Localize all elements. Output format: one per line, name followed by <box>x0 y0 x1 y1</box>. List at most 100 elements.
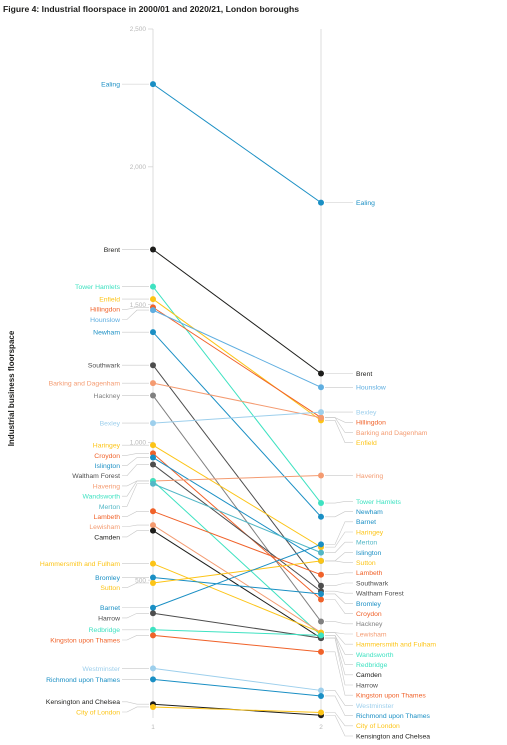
leader-line-right <box>325 690 353 706</box>
series-line <box>152 678 322 697</box>
series-label-right: Sutton <box>356 560 376 567</box>
series-point-end <box>318 199 324 206</box>
leader-line-right <box>325 572 353 575</box>
series-label-right: Havering <box>356 473 383 480</box>
series-point-start <box>150 508 156 515</box>
leader-line-right <box>325 695 353 716</box>
series-label-left: Richmond upon Thames <box>46 677 121 684</box>
series-label-left: Haringey <box>93 443 121 450</box>
y-tick-label: 1,000 <box>130 440 147 447</box>
leader-line-left <box>122 457 149 466</box>
series-line <box>152 634 322 653</box>
series-point-start <box>150 560 156 567</box>
series-line <box>152 286 322 504</box>
series-point-start <box>150 610 156 617</box>
leader-line-right <box>325 541 353 553</box>
leader-line-right <box>325 420 353 443</box>
x-tick-label: 2 <box>319 724 323 731</box>
series-label-right: Brent <box>356 371 372 378</box>
series-line <box>152 474 322 482</box>
series-label-left: Camden <box>94 534 120 541</box>
leader-line-left <box>122 582 149 588</box>
series-point-start <box>150 626 156 633</box>
series-label-left: Islington <box>95 463 121 470</box>
series-label-right: Newham <box>356 509 383 516</box>
y-tick-label: 500 <box>135 577 146 584</box>
leader-line-right <box>325 599 353 614</box>
leader-line-right <box>325 552 353 562</box>
series-label-right: Merton <box>356 540 377 547</box>
series-label-left: Merton <box>99 504 120 511</box>
series-line <box>152 543 322 609</box>
series-point-end <box>318 571 324 578</box>
series-label-left: Harrow <box>98 615 120 622</box>
leader-line-left <box>122 706 149 713</box>
series-label-right: City of London <box>356 723 400 730</box>
leader-line-right <box>325 531 353 548</box>
series-label-right: Hounslow <box>356 385 386 392</box>
leader-line-right <box>325 593 353 604</box>
series-point-end <box>318 687 324 694</box>
series-label-right: Southwark <box>356 580 389 587</box>
series-point-start <box>150 450 156 457</box>
series-point-end <box>318 557 324 564</box>
series-label-left: Bromley <box>95 575 121 582</box>
series-label-right: Croydon <box>356 611 382 618</box>
series-point-start <box>150 392 156 399</box>
leader-line-right <box>325 511 353 518</box>
series-label-left: Hounslow <box>90 317 120 324</box>
series-line <box>152 464 322 592</box>
series-label-right: Waltham Forest <box>356 591 404 598</box>
series-label-left: Sutton <box>100 585 120 592</box>
series-point-start <box>150 574 156 581</box>
series-point-start <box>150 665 156 672</box>
leader-line-right <box>325 417 353 423</box>
series-label-left: Lambeth <box>94 514 121 521</box>
leader-line-left <box>122 309 149 320</box>
series-point-end <box>318 472 324 479</box>
series-label-right: Camden <box>356 672 382 679</box>
series-point-start <box>150 522 156 529</box>
leader-line-left <box>122 612 149 619</box>
leader-line-left <box>122 464 149 477</box>
series-label-left: Westminster <box>82 666 120 673</box>
series-point-end <box>318 409 324 416</box>
series-point-end <box>318 648 324 655</box>
series-point-end <box>318 596 324 603</box>
series-label-right: Hillingdon <box>356 420 386 427</box>
series-label-right: Lambeth <box>356 570 383 577</box>
series-label-left: Hillingdon <box>90 307 120 314</box>
series-label-left: Bexley <box>100 421 121 428</box>
series-point-start <box>150 329 156 336</box>
series-line <box>152 364 322 587</box>
series-label-left: Waltham Forest <box>72 473 120 480</box>
series-label-right: Redbridge <box>356 662 388 669</box>
series-point-end <box>318 541 324 548</box>
leader-line-right <box>325 637 353 686</box>
series-label-right: Richmond upon Thames <box>356 713 431 720</box>
series-label-right: Tower Hamlets <box>356 499 402 506</box>
leader-line-right <box>325 635 353 665</box>
series-line <box>152 524 322 633</box>
series-label-right: Wandsworth <box>356 652 394 659</box>
series-point-start <box>150 454 156 461</box>
leader-line-right <box>325 501 353 504</box>
series-label-left: Enfield <box>99 296 120 303</box>
series-line <box>152 667 322 691</box>
series-label-left: Hammersmith and Fulham <box>40 561 120 568</box>
series-label-right: Bromley <box>356 601 382 608</box>
series-point-start <box>150 442 156 449</box>
series-line <box>152 395 322 622</box>
series-line <box>152 298 322 421</box>
y-axis-label: Industrial business floorspace <box>7 330 16 446</box>
series-label-right: Enfield <box>356 440 377 447</box>
leader-line-left <box>122 524 149 528</box>
series-label-right: Barking and Dagenham <box>356 430 428 437</box>
series-label-left: Kensington and Chelsea <box>46 699 120 706</box>
y-tick-label: 1,500 <box>130 302 147 309</box>
series-point-end <box>318 618 324 625</box>
series-point-start <box>150 676 156 683</box>
series-line <box>152 483 322 554</box>
series-line <box>152 563 322 634</box>
series-label-right: Lewisham <box>356 631 387 638</box>
